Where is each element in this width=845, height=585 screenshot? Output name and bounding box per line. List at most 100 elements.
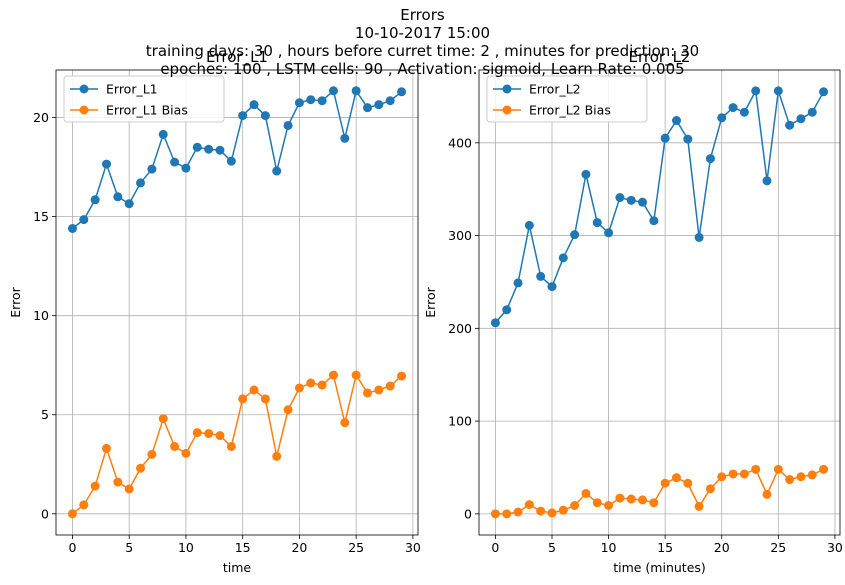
data-point-error-l1 xyxy=(363,103,373,113)
data-point-error-l1-bias xyxy=(158,414,168,424)
data-point-error-l2 xyxy=(490,318,500,328)
data-point-error-l1-bias xyxy=(67,509,77,519)
data-point-error-l2 xyxy=(819,87,829,97)
data-point-error-l2-bias xyxy=(547,508,557,518)
legend-box xyxy=(486,75,648,123)
data-point-error-l1-bias xyxy=(385,381,395,391)
data-point-error-l1-bias xyxy=(363,388,373,398)
data-point-error-l1 xyxy=(397,87,407,97)
data-point-error-l2-bias xyxy=(705,484,715,494)
data-point-error-l1-bias xyxy=(113,477,123,487)
data-point-error-l1 xyxy=(79,215,89,225)
data-point-error-l2 xyxy=(615,193,625,203)
x-tick-label: 10 xyxy=(601,540,617,555)
y-tick-label: 10 xyxy=(33,308,49,323)
data-point-error-l2 xyxy=(536,271,546,281)
left-subplot-error-l1: 0 5 10 15 20 25 3005101520timeErrorError_L1Err… xyxy=(8,48,421,575)
data-point-error-l1-bias xyxy=(181,448,191,458)
y-tick-label: 300 xyxy=(448,228,472,243)
x-tick-label: 0 xyxy=(68,540,76,555)
data-point-error-l1 xyxy=(215,145,225,155)
legend-marker xyxy=(502,105,512,115)
suptitle-line-2: 10-10-2017 15:00 xyxy=(354,24,491,42)
data-point-error-l2-bias xyxy=(502,509,512,519)
data-point-error-l2-bias xyxy=(536,506,546,516)
data-point-error-l2-bias xyxy=(660,478,670,488)
data-point-error-l2-bias xyxy=(524,500,534,510)
y-tick-label: 200 xyxy=(448,321,472,336)
data-point-error-l2-bias xyxy=(785,475,795,485)
data-point-error-l1 xyxy=(374,100,384,110)
x-tick-label: 20 xyxy=(714,540,730,555)
legend-box xyxy=(63,75,225,123)
data-point-error-l1 xyxy=(192,142,202,152)
data-point-error-l2 xyxy=(626,195,636,205)
data-point-error-l1 xyxy=(260,111,270,121)
data-point-error-l2-bias xyxy=(570,501,580,511)
data-point-error-l1 xyxy=(238,111,248,121)
data-point-error-l1 xyxy=(340,133,350,143)
data-point-error-l2-bias xyxy=(819,464,829,474)
data-point-error-l2 xyxy=(796,114,806,124)
x-tick-label: 15 xyxy=(235,540,251,555)
data-point-error-l2 xyxy=(638,197,648,207)
data-point-error-l1 xyxy=(272,166,282,176)
suptitle-line-1: Errors xyxy=(400,6,445,24)
data-point-error-l1 xyxy=(351,86,361,96)
data-point-error-l1 xyxy=(204,144,214,154)
data-point-error-l2-bias xyxy=(581,488,591,498)
data-point-error-l1 xyxy=(328,86,338,96)
data-point-error-l2 xyxy=(705,154,715,164)
legend-label: Error_L2 xyxy=(529,82,581,97)
data-point-error-l2-bias xyxy=(558,505,568,515)
legend: Error_L2 Error_L2 Bias xyxy=(486,75,648,123)
x-axis-label: time (minutes) xyxy=(613,560,706,575)
legend: Error_L1 Error_L1 Bias xyxy=(63,75,225,123)
data-point-error-l2 xyxy=(671,116,681,126)
axes-frame xyxy=(478,69,841,536)
data-point-error-l2 xyxy=(547,282,557,292)
data-point-error-l1 xyxy=(147,164,157,174)
data-point-error-l1 xyxy=(226,156,236,166)
data-point-error-l1-bias xyxy=(136,463,146,473)
data-point-error-l1-bias xyxy=(328,370,338,380)
subplot-title: Error_L1 xyxy=(206,48,268,67)
data-point-error-l2 xyxy=(683,134,693,144)
data-point-error-l1-bias xyxy=(374,385,384,395)
data-point-error-l2-bias xyxy=(671,473,681,483)
data-point-error-l2 xyxy=(728,103,738,113)
data-point-error-l1-bias xyxy=(249,385,259,395)
x-tick-label: 25 xyxy=(770,540,786,555)
data-point-error-l2 xyxy=(581,169,591,179)
data-point-error-l1-bias xyxy=(215,431,225,441)
data-point-error-l2 xyxy=(773,86,783,96)
y-tick-label: 400 xyxy=(448,135,472,150)
data-point-error-l2-bias xyxy=(490,509,500,519)
x-tick-label: 25 xyxy=(348,540,364,555)
data-point-error-l2-bias xyxy=(751,464,761,474)
data-point-error-l1-bias xyxy=(340,418,350,428)
data-point-error-l2 xyxy=(649,216,659,226)
data-point-error-l1 xyxy=(124,199,134,209)
x-tick-label: 15 xyxy=(657,540,673,555)
legend-marker xyxy=(502,84,512,94)
y-axis-label: Error xyxy=(423,286,438,317)
data-point-error-l1-bias xyxy=(260,394,270,404)
data-point-error-l1-bias xyxy=(226,441,236,451)
y-tick-label: 100 xyxy=(448,414,472,429)
x-tick-label: 20 xyxy=(291,540,307,555)
data-point-error-l1-bias xyxy=(317,380,327,390)
legend-marker xyxy=(79,105,89,115)
data-point-error-l2 xyxy=(524,220,534,230)
data-point-error-l2-bias xyxy=(638,495,648,505)
suptitle-line-4: epoches: 100 , LSTM cells: 90 , Activati… xyxy=(160,60,685,78)
data-point-error-l2 xyxy=(694,232,704,242)
data-point-error-l2 xyxy=(502,305,512,315)
data-point-error-l2-bias xyxy=(592,498,602,508)
data-point-error-l2-bias xyxy=(615,493,625,503)
data-point-error-l2 xyxy=(717,113,727,123)
data-point-error-l1 xyxy=(101,159,111,169)
data-point-error-l1-bias xyxy=(124,484,134,494)
